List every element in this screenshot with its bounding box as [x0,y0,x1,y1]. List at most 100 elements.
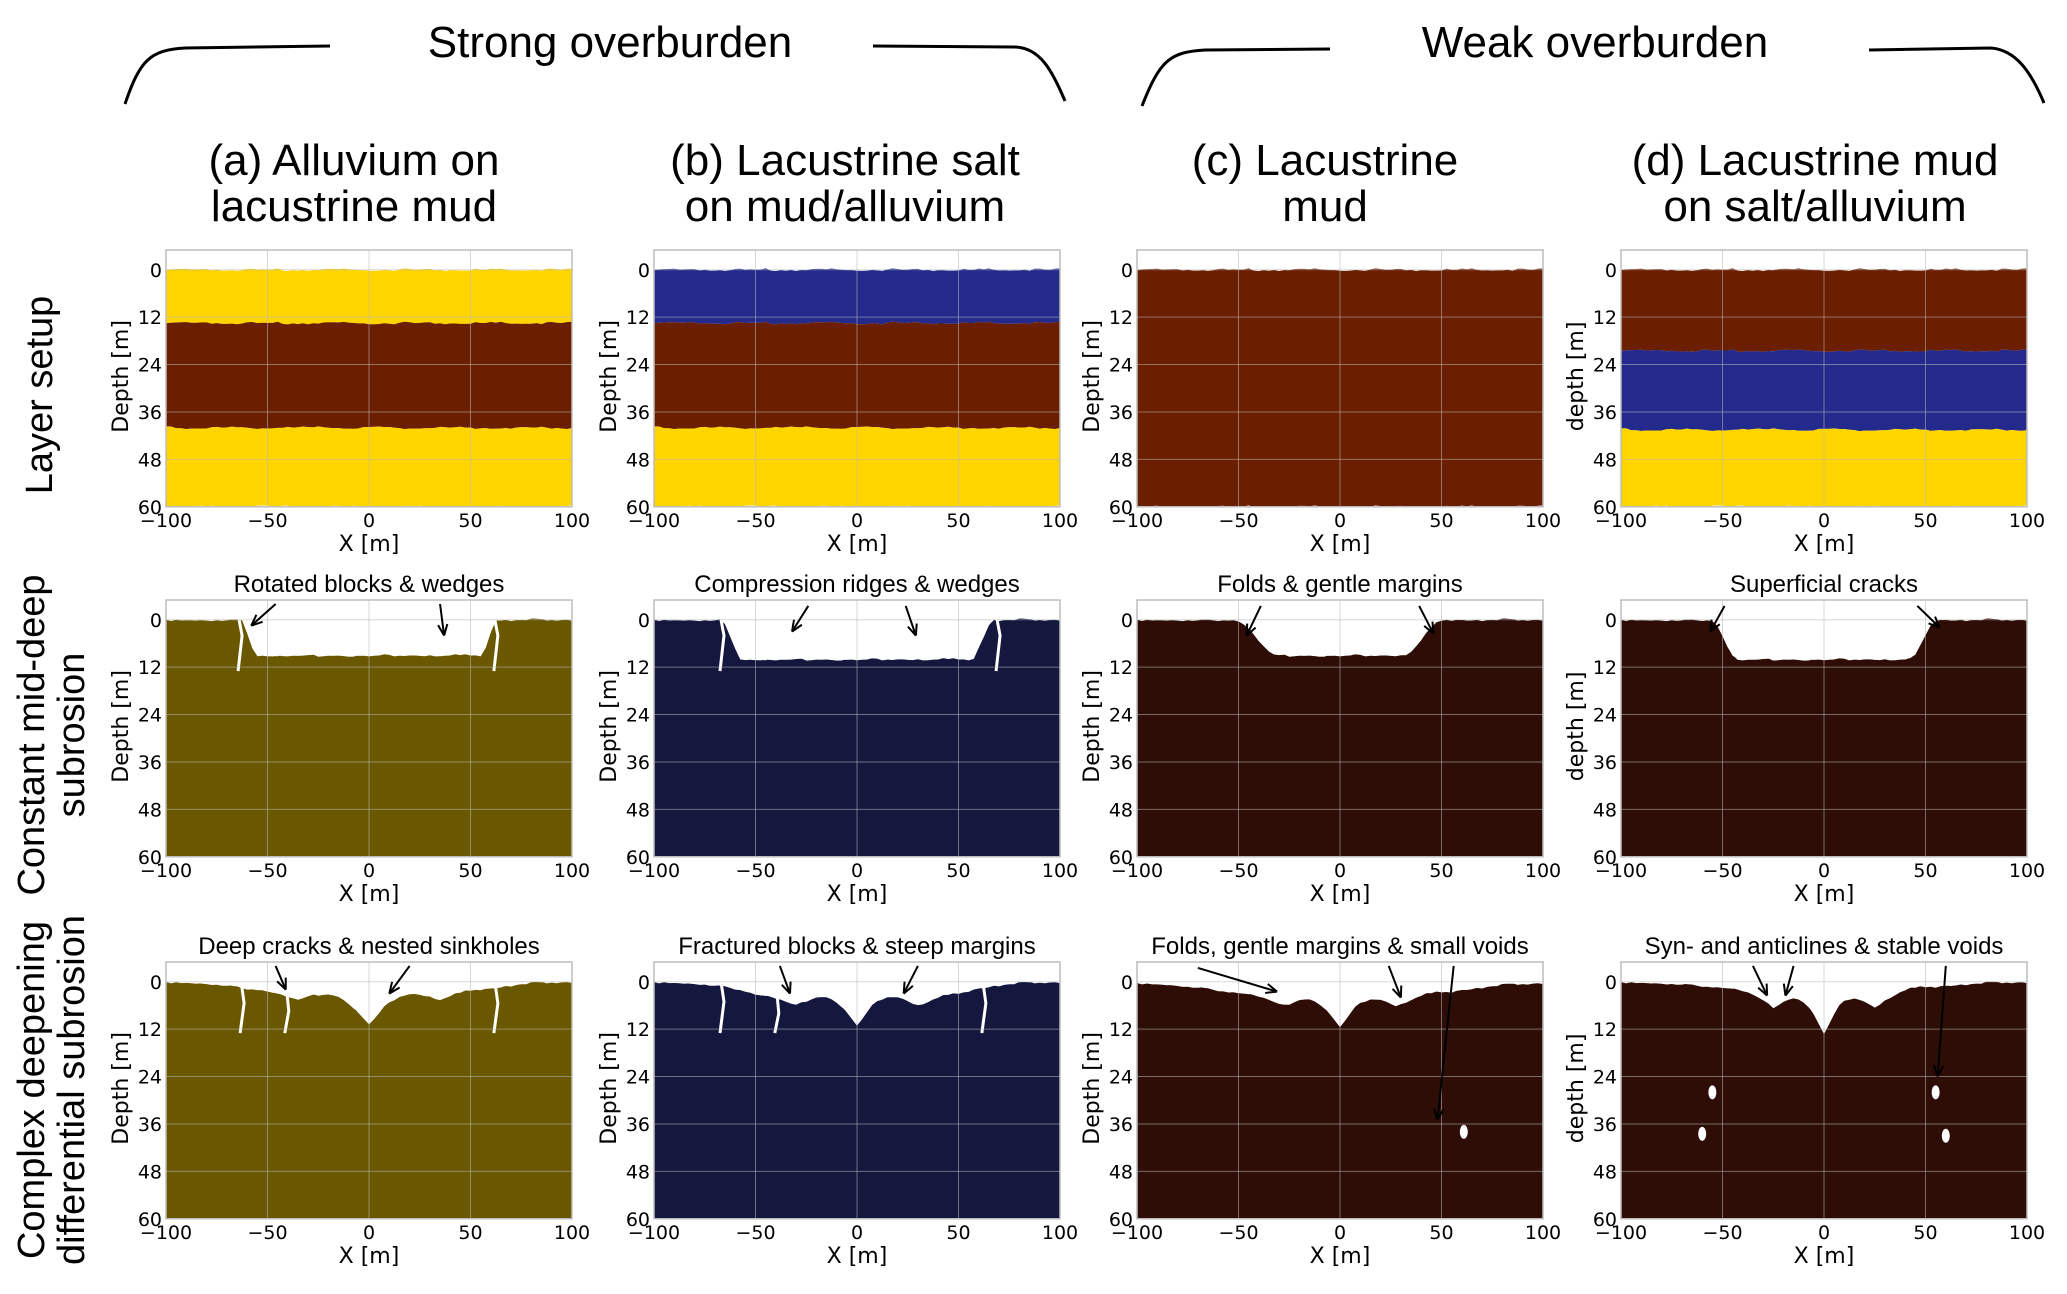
x-axis-label: X [m] [827,1244,888,1269]
plot-frame [1620,961,2028,1220]
annotation-label: Folds, gentle margins & small voids [1151,933,1528,960]
x-tick-label: 100 [1042,860,1078,882]
x-axis-label: X [m] [1794,1244,1855,1269]
x-tick-label: −50 [247,1222,287,1244]
y-axis-label: depth [m] [1564,1034,1589,1144]
annotation-arrow [904,605,917,637]
x-tick-label: 50 [946,510,970,532]
y-tick-label: 12 [626,657,650,679]
arrowhead-icon [1432,1108,1445,1121]
y-tick-label: 36 [138,752,162,774]
y-tick-label: 0 [1605,260,1617,282]
y-tick-label: 0 [1605,610,1617,632]
plot-frame [1136,249,1544,508]
crack [773,981,781,1034]
crack [980,981,988,1034]
arrowhead-icon [781,981,792,995]
y-tick-label: 48 [1109,1162,1133,1184]
y-tick-label: 0 [1605,972,1617,994]
annotation-arrow [1197,967,1278,993]
panel-a-complex: −100 −50 0 50 100 0 12 24 36 48 60 X [m] Depth [m] De… [76,922,612,1294]
strong-overburden-bracket-right [872,44,1067,102]
x-tick-label: −100 [1111,1222,1163,1244]
y-tick-label: 0 [638,610,650,632]
x-tick-label: −50 [247,860,287,882]
y-axis-label: Depth [m] [597,1032,622,1145]
y-tick-label: 12 [1593,1019,1617,1041]
panel-svg-b-constant: −100 −50 0 50 100 0 12 24 36 48 60 X [m] Depth [m] Co… [597,571,1078,907]
void [1698,1127,1707,1142]
x-tick-label: 50 [1429,510,1453,532]
y-tick-label: 60 [626,497,650,519]
y-tick-label: 48 [138,450,162,472]
panel-a-constant: −100 −50 0 50 100 0 12 24 36 48 60 X [m] Depth [m] Ro… [76,560,612,932]
y-tick-label: 0 [638,972,650,994]
plot-frame [165,249,573,508]
y-tick-label: 24 [1109,1067,1133,1089]
x-tick-label: 100 [554,860,590,882]
arrowhead-icon [1932,1065,1945,1078]
y-tick-label: 60 [138,847,162,869]
y-tick-label: 60 [1109,497,1133,519]
panel-svg-d-constant: −100 −50 0 50 100 0 12 24 36 48 60 X [m] depth [m] Su… [1564,571,2045,907]
x-tick-label: 100 [1042,1222,1078,1244]
annotation-label: Compression ridges & wedges [694,571,1020,598]
row-label-setup: Layer setup [19,296,61,495]
panel-svg-b-complex: −100 −50 0 50 100 0 12 24 36 48 60 X [m] Depth [m] Fr… [597,933,1078,1269]
y-tick-label: 24 [626,1067,650,1089]
plot-frame [1136,599,1544,858]
y-tick-label: 36 [1593,752,1617,774]
plot-frame [165,961,573,1220]
y-tick-label: 48 [1109,800,1133,822]
x-axis-label: X [m] [827,882,888,907]
x-tick-label: −50 [1702,510,1742,532]
y-tick-label: 0 [150,610,162,632]
y-tick-label: 24 [1593,705,1617,727]
x-tick-label: 0 [1334,860,1346,882]
y-tick-label: 60 [138,497,162,519]
crack [718,981,726,1034]
y-tick-label: 60 [138,1209,162,1231]
panel-svg-c-setup: −100 −50 0 50 100 0 12 24 36 48 60 X [m] Depth [m] [1080,249,1561,557]
y-tick-label: 48 [626,800,650,822]
y-tick-label: 24 [626,355,650,377]
void [1708,1085,1717,1100]
y-axis-label: Depth [m] [109,670,134,783]
y-tick-label: 24 [138,355,162,377]
column-title-a-line1: (a) Alluvium on [208,136,500,185]
y-tick-label: 36 [1593,402,1617,424]
panel-c-constant: −100 −50 0 50 100 0 12 24 36 48 60 X [m] Depth [m] Fo… [1047,560,1583,932]
arrowhead-icon [1709,619,1721,633]
y-axis-label: Depth [m] [597,670,622,783]
panel-a-setup: −100 −50 0 50 100 0 12 24 36 48 60 X [m] Depth [m] [76,210,612,582]
panel-d-setup: −100 −50 0 50 100 0 12 24 36 48 60 X [m] depth [m] [1531,210,2067,582]
x-tick-label: −100 [1111,860,1163,882]
arrowhead-icon [907,623,918,637]
x-tick-label: 50 [1429,860,1453,882]
annotation-label: Folds & gentle margins [1217,571,1462,598]
plot-frame [653,249,1061,508]
y-tick-label: 60 [1109,847,1133,869]
x-tick-label: 100 [554,1222,590,1244]
column-title-d-line2: on salt/alluvium [1663,182,1967,231]
annotation-label: Superficial cracks [1730,571,1918,598]
y-tick-label: 48 [1109,450,1133,472]
annotation-arrow [791,605,810,633]
y-tick-label: 48 [626,1162,650,1184]
column-title-d-line1: (d) Lacustrine mud [1631,136,1999,185]
x-tick-label: 0 [1334,1222,1346,1244]
x-tick-label: −50 [1702,860,1742,882]
y-tick-label: 12 [138,307,162,329]
crack [718,619,726,672]
annotation-arrow [388,965,411,995]
row-label-complex-line1: Complex deepening [11,921,53,1260]
x-tick-label: 50 [1429,1222,1453,1244]
x-tick-label: 0 [363,510,375,532]
x-tick-label: 100 [1525,510,1561,532]
x-tick-label: −100 [1595,1222,1647,1244]
x-tick-label: −100 [1595,860,1647,882]
y-axis-label: Depth [m] [1080,320,1105,433]
panel-c-setup: −100 −50 0 50 100 0 12 24 36 48 60 X [m] Depth [m] [1047,210,1583,582]
annotation-arrow [1916,605,1941,629]
column-title-c: (c) Lacustrine mud [1192,138,1459,230]
